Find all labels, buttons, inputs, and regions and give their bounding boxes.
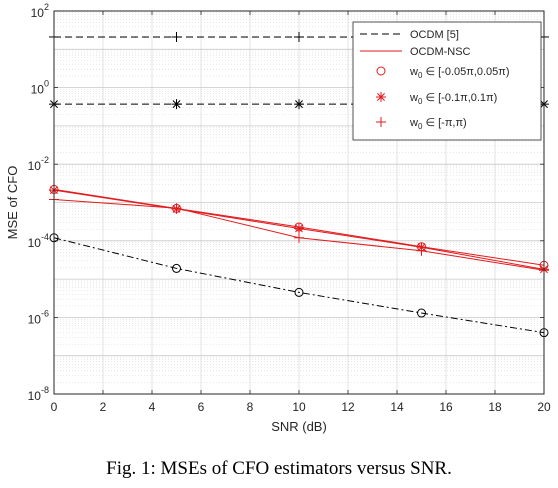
x-tick-label: 12	[341, 400, 355, 414]
data-point	[171, 203, 182, 214]
data-point	[172, 263, 181, 273]
x-tick-label: 0	[51, 400, 58, 414]
x-tick-label: 8	[247, 400, 254, 414]
legend-entry: OCDM-NSC	[360, 46, 471, 58]
data-point	[171, 31, 182, 42]
x-tick-label: 18	[488, 400, 502, 414]
y-tick-label: 10-8	[28, 385, 49, 403]
series-ocdm-circle	[49, 233, 549, 338]
data-point	[171, 99, 182, 110]
legend-label: w0 ∈ [-0.05π,0.05π)	[409, 66, 510, 80]
figure-caption: Fig. 1: MSEs of CFO estimators versus SN…	[106, 458, 452, 479]
axis-ticks: 0 2 4 6 8 10 12 14 16 18 20 102 100 10-2 10-4 10-6 10-8	[28, 2, 551, 414]
series-line	[53, 237, 545, 334]
legend-entry: OCDM [5]	[360, 29, 459, 41]
x-tick-label: 10	[292, 400, 306, 414]
legend-marker-circle	[376, 66, 386, 76]
x-tick-label: 20	[537, 400, 551, 414]
data-point	[294, 287, 304, 297]
legend-label: w0 ∈ [-π,π)	[409, 117, 467, 131]
y-tick-label: 10-2	[28, 155, 49, 173]
legend: OCDM [5] OCDM-NSC w0 ∈ [-0.05π,0.05π) w0 ∈ …	[352, 21, 542, 141]
legend-entry: w0 ∈ [-0.05π,0.05π)	[376, 66, 510, 80]
x-tick-label: 2	[100, 400, 107, 414]
data-point	[294, 232, 304, 243]
y-tick-label: 10-4	[28, 232, 49, 250]
data-point	[294, 99, 304, 110]
data-point	[294, 223, 304, 234]
legend-marker-star	[376, 92, 386, 102]
legend-marker-plus	[376, 117, 386, 127]
y-axis-label: MSE of CFO	[5, 166, 20, 240]
legend-label: OCDM-NSC	[410, 46, 471, 58]
legend-box	[352, 21, 542, 141]
legend-entry: w0 ∈ [-π,π)	[376, 117, 467, 131]
y-tick-label: 102	[31, 2, 49, 20]
y-tick-label: 10-6	[28, 308, 49, 326]
legend-label: w0 ∈ [-0.1π,0.1π)	[409, 92, 497, 106]
data-point	[417, 308, 426, 318]
x-tick-label: 4	[149, 400, 156, 414]
x-tick-label: 16	[439, 400, 453, 414]
x-tick-label: 6	[198, 400, 205, 414]
y-tick-label: 100	[31, 79, 49, 97]
legend-entry: w0 ∈ [-0.1π,0.1π)	[376, 92, 497, 106]
data-point	[294, 31, 304, 42]
x-axis-label: SNR (dB)	[271, 419, 327, 434]
chart: 0 2 4 6 8 10 12 14 16 18 2010210010-210-410-610-8 …	[5, 2, 551, 434]
x-tick-label: 14	[390, 400, 404, 414]
data-point	[416, 245, 427, 256]
legend-label: OCDM [5]	[410, 29, 459, 41]
